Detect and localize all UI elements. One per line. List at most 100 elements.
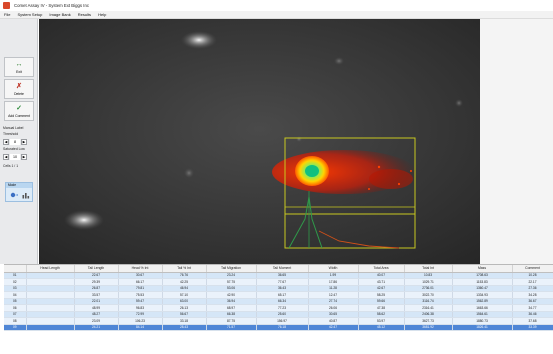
- table-cell[interactable]: 33.57: [74, 291, 119, 299]
- menu-image-bank[interactable]: Image Bank: [49, 12, 71, 17]
- table-cell[interactable]: 29.39: [74, 278, 119, 286]
- column-header[interactable]: Tail % Int: [162, 265, 207, 273]
- table-cell[interactable]: 66.34: [256, 298, 309, 305]
- table-cell[interactable]: 3681.92: [404, 324, 453, 331]
- table-cell[interactable]: 17.86: [308, 278, 359, 286]
- table-cell[interactable]: 56.67: [162, 311, 207, 318]
- menu-file[interactable]: File: [4, 12, 11, 17]
- table-cell[interactable]: 1564.61: [452, 311, 513, 318]
- table-cell[interactable]: 48.99: [74, 304, 119, 312]
- threshold-value[interactable]: 8: [10, 138, 20, 145]
- table-cell[interactable]: 47.38: [358, 304, 405, 312]
- table-cell[interactable]: 84.14: [118, 324, 163, 331]
- exit-button[interactable]: ↔ Exit: [4, 57, 34, 77]
- image-viewer[interactable]: [39, 19, 480, 264]
- table-cell[interactable]: 01: [4, 272, 27, 279]
- table-cell[interactable]: 06: [4, 304, 27, 312]
- table-cell[interactable]: 45.12: [358, 324, 405, 331]
- table-cell[interactable]: 59.47: [118, 298, 163, 305]
- table-cell[interactable]: 66.17: [118, 278, 163, 286]
- table-row[interactable]: 05 22.01 59.47 63.00 36.94 66.34 27.74 59.66 311…: [4, 298, 553, 305]
- table-cell[interactable]: [26, 272, 75, 279]
- table-cell[interactable]: 27.74: [308, 298, 359, 305]
- table-cell[interactable]: 1029.71: [404, 278, 453, 286]
- table-cell[interactable]: 106.23: [118, 317, 163, 325]
- table-cell[interactable]: 77.23: [256, 304, 309, 312]
- decrement-icon[interactable]: ◀: [3, 138, 9, 145]
- table-row[interactable]: 04 33.57 75.53 57.10 42.90 65.17 12.47 58.25 302…: [4, 291, 553, 299]
- column-header[interactable]: Comment: [512, 265, 553, 273]
- table-cell[interactable]: 07: [4, 311, 27, 318]
- table-cell[interactable]: 30.67: [118, 272, 163, 279]
- table-cell[interactable]: 10.83: [404, 272, 453, 279]
- table-cell[interactable]: 87.75: [206, 317, 257, 325]
- table-cell[interactable]: 3116.74: [404, 298, 453, 305]
- table-cell[interactable]: 2736.01: [404, 285, 453, 292]
- menu-system-setup[interactable]: System Setup: [17, 12, 43, 17]
- table-cell[interactable]: 66.38: [206, 311, 257, 318]
- table-cell[interactable]: 28.43: [162, 324, 207, 331]
- table-row[interactable]: 07 48.27 72.99 56.67 66.38 25.60 30.65 58.62 240…: [4, 311, 553, 318]
- column-header[interactable]: Tail Length: [74, 265, 119, 273]
- column-header[interactable]: Total Int: [404, 265, 453, 273]
- table-cell[interactable]: 25.60: [256, 311, 309, 318]
- saturation-stepper[interactable]: ◀ 10 ▶: [3, 153, 27, 160]
- column-header[interactable]: Tail Migration: [206, 265, 257, 273]
- table-cell[interactable]: 1562.89: [452, 298, 513, 305]
- table-cell[interactable]: 156.97: [256, 317, 309, 325]
- table-cell[interactable]: 65.17: [256, 291, 309, 299]
- results-table[interactable]: Head Length Tail Length Head % Int Tail …: [4, 264, 553, 354]
- table-cell[interactable]: 08: [4, 317, 27, 325]
- table-cell[interactable]: [26, 291, 75, 299]
- table-row[interactable]: 06 48.99 96.83 26.13 68.97 77.23 26.06 47.38 231…: [4, 304, 553, 312]
- table-cell[interactable]: 1360.47: [452, 285, 513, 292]
- table-cell[interactable]: 79.81: [118, 285, 163, 292]
- table-cell[interactable]: 22.01: [74, 298, 119, 305]
- table-cell[interactable]: 1708.63: [452, 272, 513, 279]
- table-cell[interactable]: 42.47: [308, 324, 359, 331]
- table-cell[interactable]: 59.66: [358, 298, 405, 305]
- table-cell[interactable]: 36.65: [256, 272, 309, 279]
- table-cell[interactable]: 1.99: [308, 272, 359, 279]
- table-cell[interactable]: 1826.41: [452, 324, 513, 331]
- table-cell[interactable]: 63.00: [162, 298, 207, 305]
- table-cell[interactable]: 1334.93: [452, 291, 513, 299]
- table-cell[interactable]: 58.62: [358, 311, 405, 318]
- table-cell[interactable]: 58.25: [358, 291, 405, 299]
- table-row[interactable]: 03 26.87 79.81 46.94 53.06 36.43 11.28 42.67 273…: [4, 285, 553, 292]
- threshold-stepper[interactable]: ◀ 8 ▶: [3, 138, 27, 145]
- table-cell[interactable]: 36.43: [256, 285, 309, 292]
- table-cell[interactable]: 33.39: [512, 324, 553, 331]
- table-cell[interactable]: 68.97: [206, 304, 257, 312]
- table-cell[interactable]: 24.21: [74, 324, 119, 331]
- table-row[interactable]: 08 23.09 106.23 33.18 87.75 156.97 40.87 53.97 3…: [4, 317, 553, 325]
- table-cell[interactable]: [26, 317, 75, 325]
- table-cell[interactable]: 53.97: [358, 317, 405, 325]
- table-cell[interactable]: 30.65: [308, 311, 359, 318]
- table-cell[interactable]: 11.28: [308, 285, 359, 292]
- menu-results[interactable]: Results: [77, 12, 92, 17]
- table-cell[interactable]: 57.10: [162, 291, 207, 299]
- comet-mode-icon[interactable]: [10, 191, 18, 199]
- table-cell[interactable]: 3627.73: [404, 317, 453, 325]
- comet-image[interactable]: [39, 19, 480, 264]
- column-header[interactable]: Head % Int: [118, 265, 163, 273]
- table-cell[interactable]: 40.07: [358, 272, 405, 279]
- table-cell[interactable]: 02: [4, 278, 27, 286]
- table-cell[interactable]: 46.94: [162, 285, 207, 292]
- table-cell[interactable]: [26, 304, 75, 312]
- increment-icon[interactable]: ▶: [21, 138, 27, 145]
- table-cell[interactable]: 57.75: [206, 278, 257, 286]
- table-cell[interactable]: 76.18: [256, 324, 309, 331]
- table-cell[interactable]: 53.06: [206, 285, 257, 292]
- table-cell[interactable]: 36.94: [206, 298, 257, 305]
- saturation-value[interactable]: 10: [10, 153, 20, 160]
- column-header[interactable]: [4, 265, 27, 273]
- table-cell[interactable]: [26, 278, 75, 286]
- table-cell[interactable]: 96.83: [118, 304, 163, 312]
- table-cell[interactable]: 48.27: [74, 311, 119, 318]
- column-header[interactable]: Head Length: [26, 265, 75, 273]
- table-row[interactable]: 01 22.67 30.67 76.76 23.24 36.65 1.99 40.07 10.8…: [4, 272, 553, 279]
- table-cell[interactable]: 2316.41: [404, 304, 453, 312]
- column-header[interactable]: Width: [308, 265, 359, 273]
